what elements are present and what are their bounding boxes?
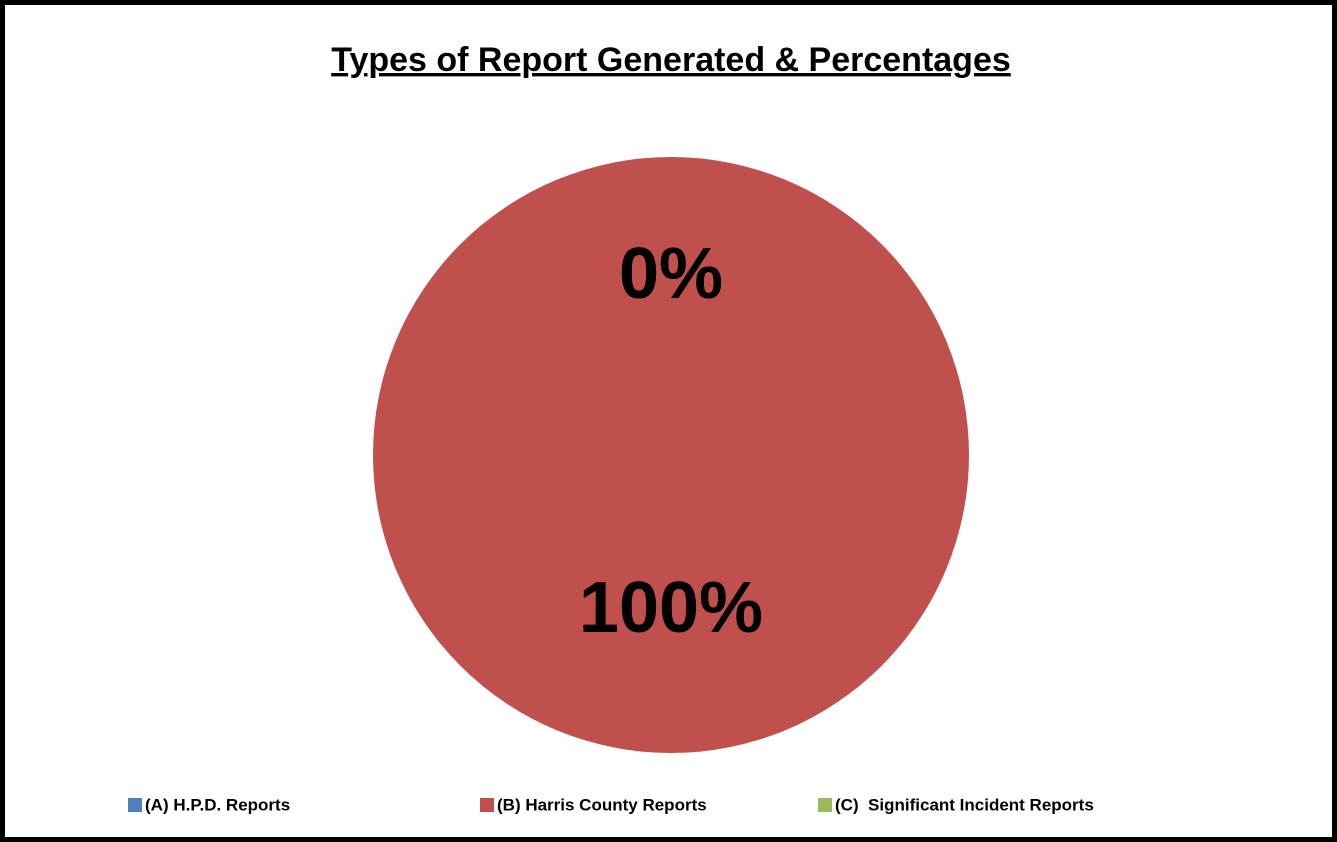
legend-label: (B) Harris County Reports bbox=[497, 795, 707, 814]
legend-swatch bbox=[128, 798, 142, 812]
pie-slice bbox=[373, 157, 969, 753]
data-label: 100% bbox=[579, 568, 763, 648]
legend-label: (C) Significant Incident Reports bbox=[835, 795, 1094, 814]
chart-title: Types of Report Generated & Percentages bbox=[331, 41, 1011, 79]
legend-swatch bbox=[480, 798, 494, 812]
data-label: 0% bbox=[619, 234, 723, 314]
data-label: 0% bbox=[619, 234, 723, 314]
legend-label: (A) H.P.D. Reports bbox=[145, 795, 290, 814]
legend-swatch bbox=[818, 798, 832, 812]
